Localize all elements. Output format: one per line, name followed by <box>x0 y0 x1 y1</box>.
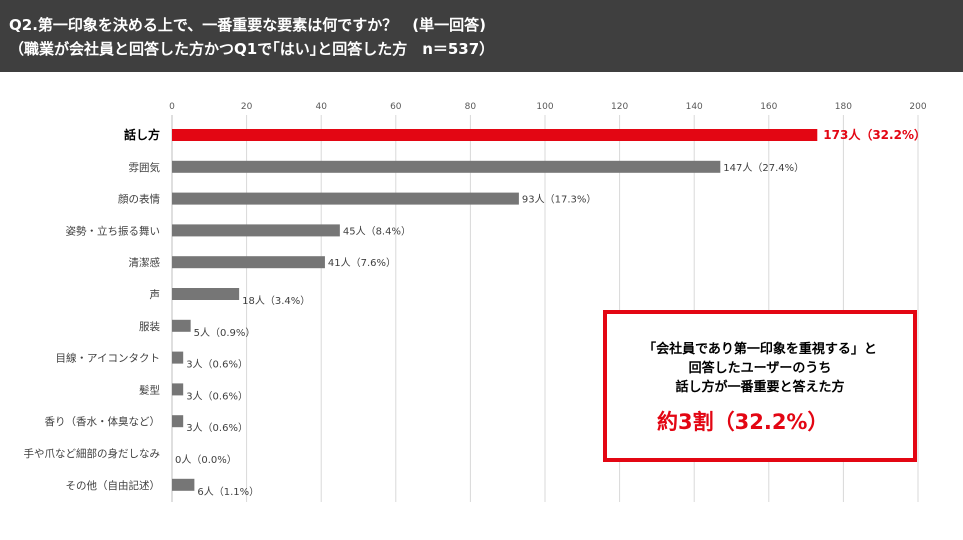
category-label: 雰囲気 <box>129 161 161 174</box>
bar <box>172 319 191 332</box>
callout-line-2: 回答したユーザーのうち <box>688 361 832 376</box>
x-tick-label: 200 <box>909 102 926 112</box>
x-tick-label: 80 <box>465 102 477 112</box>
bar <box>172 478 195 491</box>
x-tick-label: 100 <box>536 102 553 112</box>
data-label: 41人（7.6%） <box>328 257 396 269</box>
callout-line-1: 「会社員であり第一印象を重視する」と <box>643 342 877 357</box>
category-label: 目線・アイコンタクト <box>56 352 160 365</box>
category-label: 手や爪など細部の身だしなみ <box>24 447 161 460</box>
bar <box>172 224 340 237</box>
data-label: 3人（0.6%） <box>186 422 248 434</box>
callout-highlight-value: 約3割（32.2%） <box>657 410 829 434</box>
x-tick-label: 140 <box>686 102 703 112</box>
data-label: 45人（8.4%） <box>343 225 411 237</box>
data-label: 147人（27.4%） <box>723 162 804 174</box>
data-label: 18人（3.4%） <box>242 295 310 307</box>
category-label: 清潔感 <box>129 256 161 269</box>
bar <box>172 256 325 269</box>
category-label: その他（自由記述） <box>66 479 161 492</box>
data-label: 3人（0.6%） <box>186 359 248 371</box>
data-label: 0人（0.0%） <box>175 454 237 466</box>
category-label: 香り（香水・体臭など） <box>45 415 161 428</box>
x-tick-label: 0 <box>169 102 175 112</box>
chart-title: Q2.第一印象を決める上で、一番重要な要素は何ですか？ (単一回答) <box>9 16 487 34</box>
bar <box>172 351 184 364</box>
highlight-callout: 「会社員であり第一印象を重視する」と 回答したユーザーのうち 話し方が一番重要と… <box>603 310 917 462</box>
bar <box>172 160 721 173</box>
x-tick-label: 20 <box>241 102 253 112</box>
x-tick-label: 60 <box>390 102 402 112</box>
data-label: 6人（1.1%） <box>197 486 259 498</box>
bar <box>172 288 240 300</box>
data-label: 173人（32.2%） <box>823 127 926 142</box>
x-tick-label: 160 <box>760 102 777 112</box>
category-label: 姿勢・立ち振る舞い <box>66 224 161 237</box>
bar <box>172 192 519 205</box>
category-label: 服装 <box>139 320 160 333</box>
bar <box>172 129 818 141</box>
title-banner: Q2.第一印象を決める上で、一番重要な要素は何ですか？ (単一回答) （職業が会… <box>0 0 963 72</box>
data-label: 5人（0.9%） <box>194 327 256 339</box>
category-label: 髪型 <box>139 383 160 396</box>
x-tick-label: 180 <box>835 102 852 112</box>
callout-line-3: 話し方が一番重要と答えた方 <box>675 380 845 395</box>
data-label: 3人（0.6%） <box>186 390 248 402</box>
category-label: 顔の表情 <box>118 193 160 206</box>
x-tick-label: 120 <box>611 102 628 112</box>
category-label: 声 <box>150 288 161 301</box>
x-tick-label: 40 <box>315 102 327 112</box>
bar <box>172 383 184 396</box>
bar <box>172 415 184 428</box>
chart-subtitle: （職業が会社員と回答した方かつQ1で｢はい｣と回答した方 n＝537） <box>9 40 495 58</box>
category-label: 話し方 <box>124 127 160 142</box>
data-label: 93人（17.3%） <box>522 194 597 206</box>
